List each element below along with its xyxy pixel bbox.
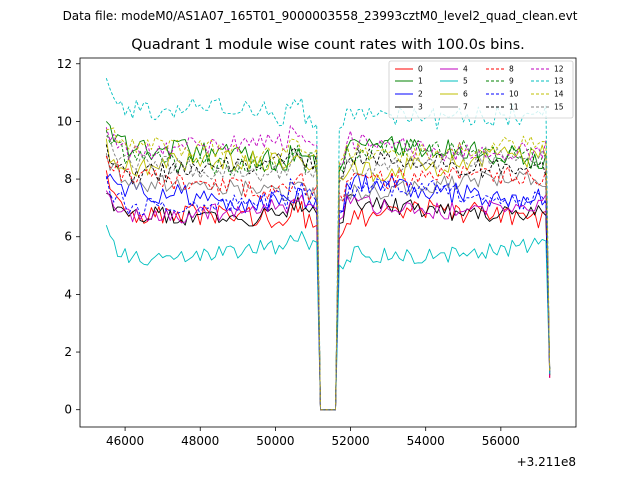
x-tick-label: 54000 [407,434,445,448]
x-tick-label: 52000 [331,434,369,448]
series-line-9 [105,129,551,411]
x-tick-label: 48000 [181,434,219,448]
y-tick-label: 12 [57,57,72,71]
legend-label: 11 [509,103,519,112]
y-tick-label: 0 [64,403,72,417]
legend-label: 8 [509,65,514,74]
legend-label: 12 [554,65,564,74]
legend-label: 10 [509,90,519,99]
legend-label: 0 [418,65,423,74]
x-tick-label: 50000 [256,434,294,448]
y-axis-ticks: 0 2 4 6 8 10 12 [57,57,80,417]
series-line-15 [105,135,551,411]
legend-label: 5 [463,77,468,86]
legend-label: 4 [463,65,468,74]
x-axis-ticks: 46000 48000 50000 52000 54000 56000 [106,427,520,448]
legend-label: 7 [463,103,468,112]
legend-label: 3 [418,103,423,112]
y-tick-label: 10 [57,114,72,128]
legend-label: 14 [554,90,564,99]
chart-title: Quadrant 1 module wise count rates with … [131,37,525,53]
x-offset-label: +3.211e8 [517,455,576,469]
plot-area [80,58,576,427]
series-layer [105,78,551,411]
x-tick-label: 56000 [482,434,520,448]
legend-label: 6 [463,90,468,99]
legend-frame [388,60,574,119]
legend-label: 9 [509,77,514,86]
legend-label: 13 [554,77,564,86]
y-tick-label: 8 [64,172,72,186]
x-tick-label: 46000 [106,434,144,448]
y-tick-label: 6 [64,230,72,244]
plot-frame [79,57,577,428]
y-tick-label: 2 [64,345,72,359]
legend-label: 15 [554,103,564,112]
figure-suptitle: Data file: modeM0/AS1A07_165T01_90000035… [63,9,578,23]
legend-label: 2 [418,90,423,99]
legend-label: 1 [418,77,423,86]
y-tick-label: 4 [64,287,72,301]
